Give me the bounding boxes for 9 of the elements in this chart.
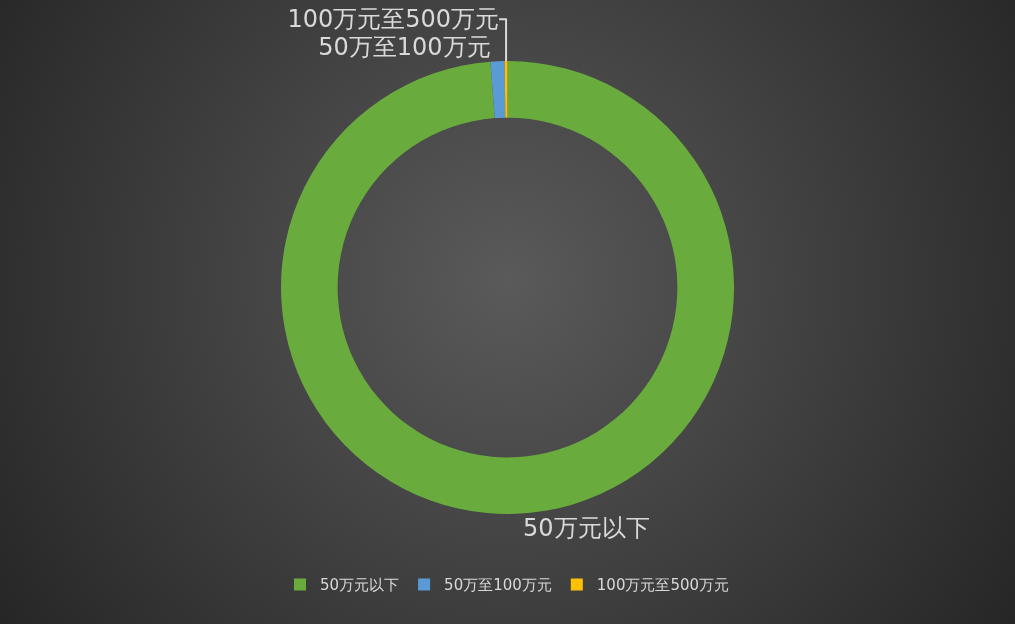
donut-slice: [504, 61, 508, 118]
legend-label: 100万元至500万元: [596, 576, 730, 595]
slice-label: 50万元以下: [523, 513, 650, 542]
donut-slice: [490, 61, 506, 119]
donut-slice: [281, 61, 734, 514]
slice-label: 100万元至500万元: [287, 5, 500, 34]
legend-label: 50万元以下: [320, 576, 400, 595]
slice-label: 50万至100万元: [318, 33, 491, 62]
legend-label: 50万至100万元: [444, 576, 552, 595]
